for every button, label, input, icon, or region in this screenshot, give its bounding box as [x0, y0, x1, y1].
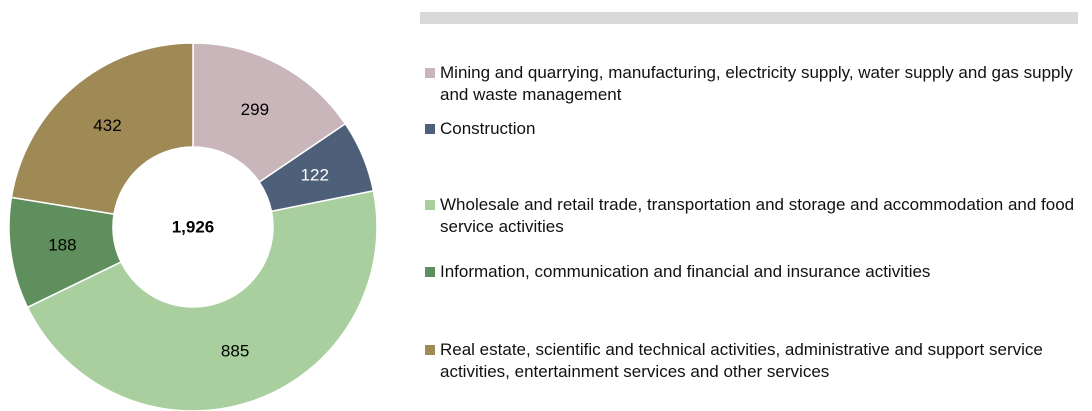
donut-slice — [26, 190, 378, 411]
slice-label: 188 — [48, 236, 76, 255]
legend-item: Construction — [425, 118, 1090, 140]
legend-item: Wholesale and retail trade, transportati… — [425, 194, 1090, 238]
donut-slice — [10, 42, 194, 215]
legend-label: Real estate, scientific and technical ac… — [440, 340, 1043, 381]
slice-label: 299 — [241, 100, 269, 119]
slice-label: 885 — [221, 342, 249, 361]
legend-item: Real estate, scientific and technical ac… — [425, 339, 1090, 383]
legend-label: Information, communication and financial… — [440, 262, 931, 281]
legend-label: Wholesale and retail trade, transportati… — [440, 195, 1075, 236]
legend-swatch — [425, 124, 435, 134]
legend-swatch — [425, 345, 435, 355]
slice-label: 122 — [301, 166, 329, 185]
legend-item: Information, communication and financial… — [425, 261, 1090, 283]
slice-label: 432 — [93, 116, 121, 135]
legend-swatch — [425, 267, 435, 277]
center-total: 1,926 — [172, 217, 215, 236]
legend-swatch — [425, 200, 435, 210]
chart: 299 122 885 188 432 1,926 — [8, 42, 378, 411]
legend-swatch — [425, 68, 435, 78]
legend-label: Construction — [440, 119, 536, 138]
header-bar — [420, 12, 1078, 24]
donut-slice — [192, 42, 347, 184]
legend-label: Mining and quarrying, manufacturing, ele… — [440, 63, 1073, 104]
legend-item: Mining and quarrying, manufacturing, ele… — [425, 62, 1090, 106]
